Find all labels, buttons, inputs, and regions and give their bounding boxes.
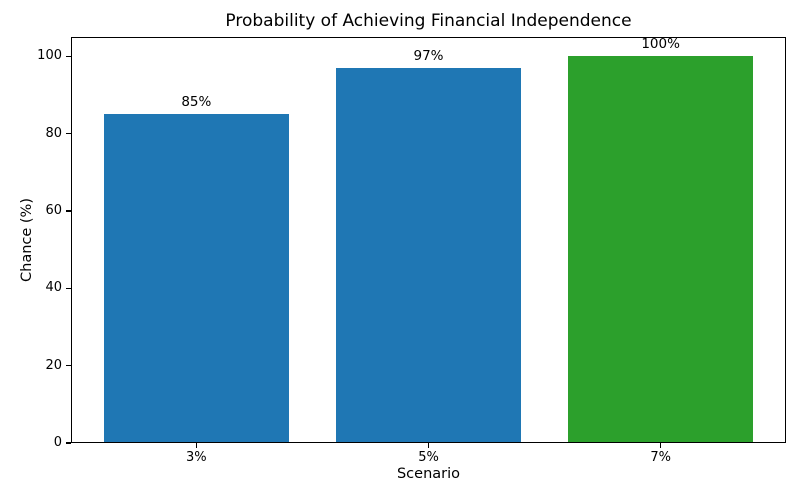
y-tick-label: 80 bbox=[45, 125, 62, 141]
bar bbox=[103, 114, 290, 443]
chart-title: Probability of Achieving Financial Indep… bbox=[225, 11, 632, 31]
x-tick-label: 3% bbox=[186, 450, 207, 465]
y-tick-mark bbox=[65, 287, 71, 289]
x-tick-mark bbox=[195, 443, 197, 448]
bar-value-label: 85% bbox=[181, 94, 212, 111]
x-tick-label: 7% bbox=[650, 450, 671, 465]
y-tick-label: 60 bbox=[45, 203, 62, 218]
x-tick-mark bbox=[427, 443, 430, 448]
y-tick-mark bbox=[65, 442, 71, 444]
x-tick-label: 5% bbox=[418, 450, 439, 465]
y-tick-label: 0 bbox=[53, 435, 62, 450]
bar-value-label: 100% bbox=[641, 36, 680, 53]
y-tick-mark bbox=[65, 365, 71, 367]
y-tick-mark bbox=[65, 133, 71, 135]
y-tick-label: 100 bbox=[37, 48, 62, 64]
y-tick-label: 40 bbox=[45, 280, 62, 296]
bar bbox=[567, 56, 754, 443]
y-tick-label: 20 bbox=[45, 357, 62, 373]
y-tick-mark bbox=[65, 210, 71, 212]
bar-value-label: 97% bbox=[413, 47, 444, 64]
x-tick-mark bbox=[660, 443, 662, 448]
x-axis-label: Scenario bbox=[396, 466, 461, 482]
y-tick-mark bbox=[65, 55, 71, 57]
bar bbox=[335, 67, 522, 443]
